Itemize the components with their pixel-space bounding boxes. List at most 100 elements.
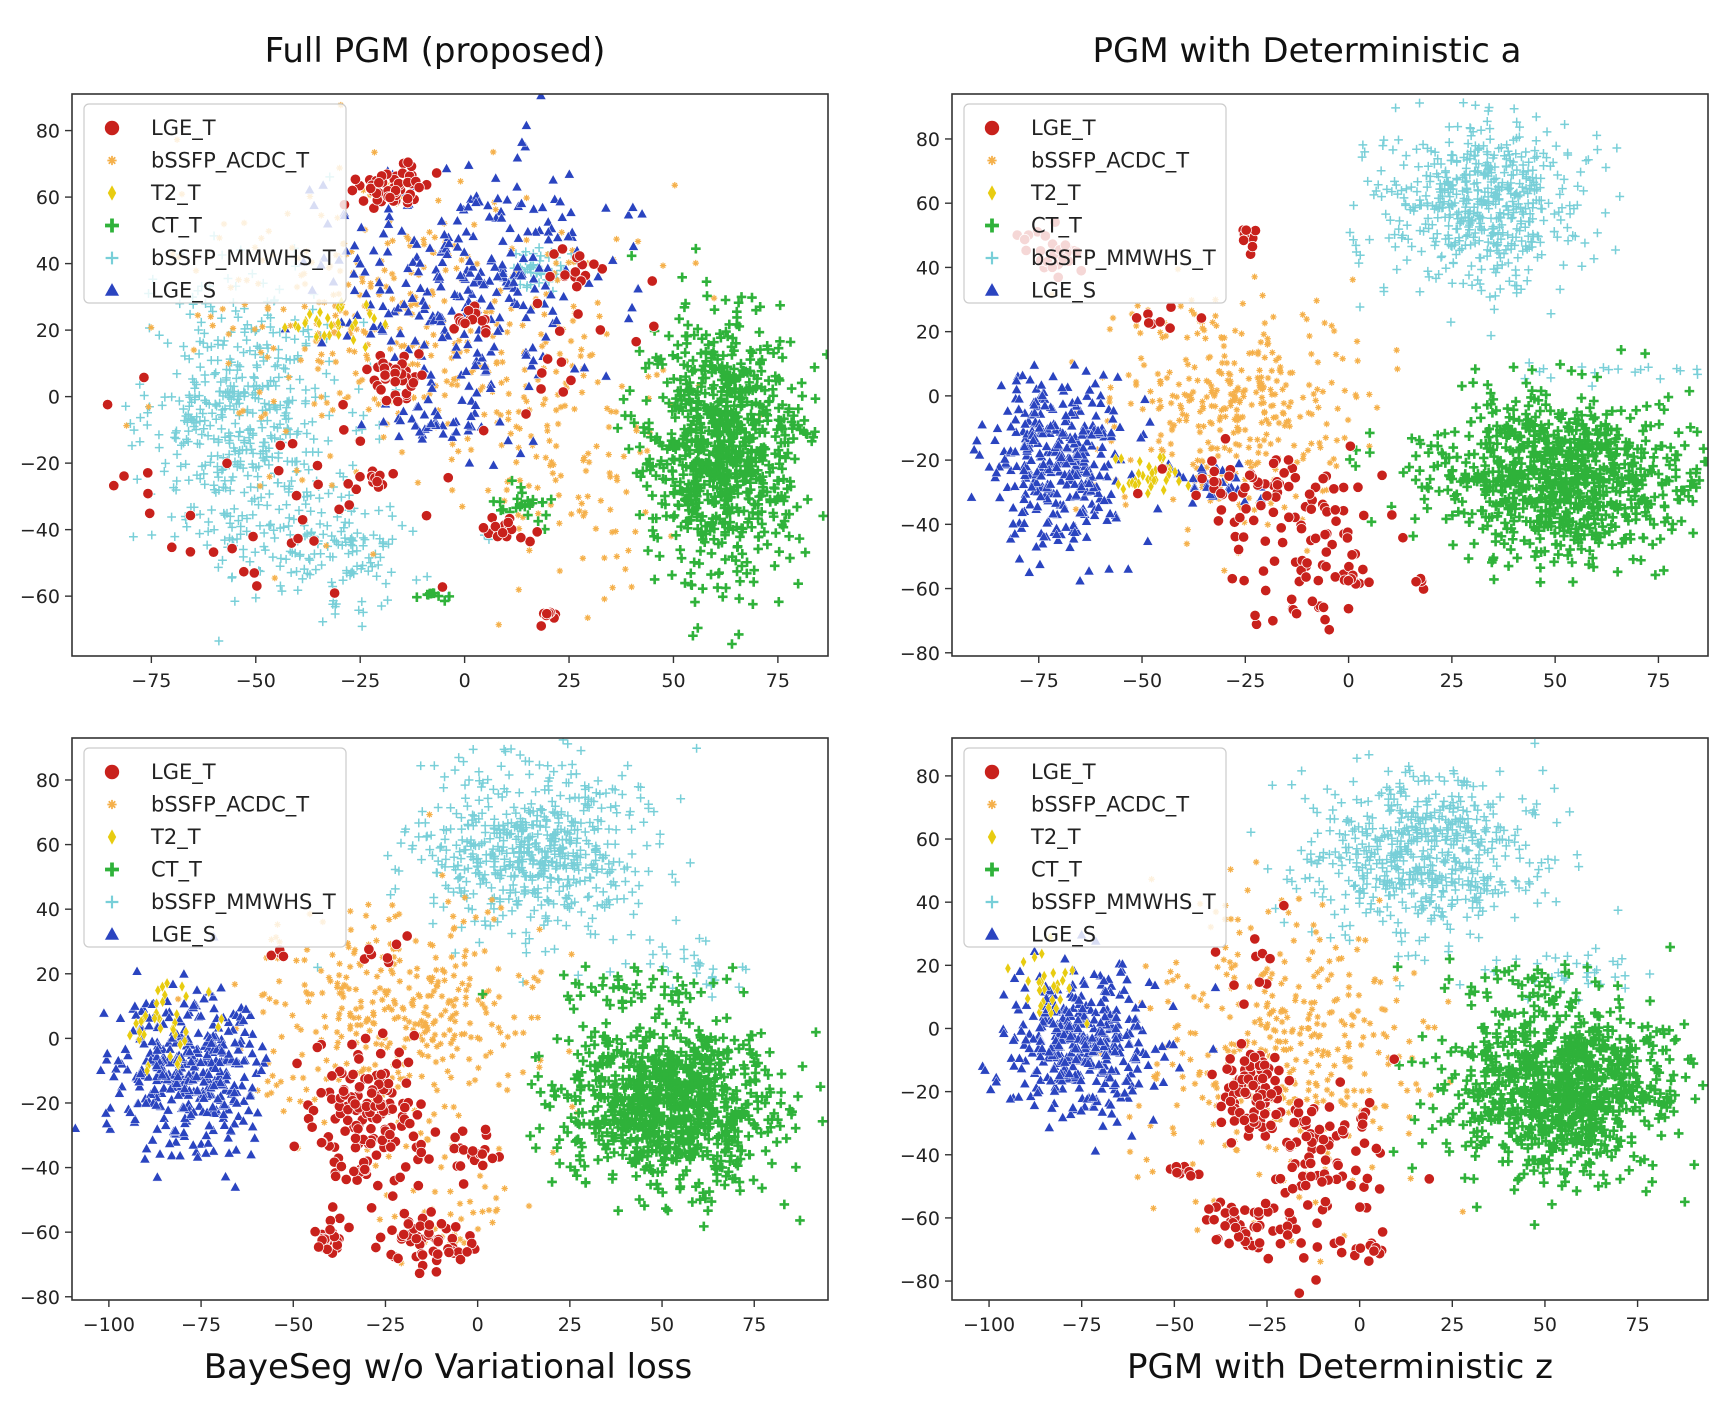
data-point [258, 414, 265, 421]
data-point [1693, 370, 1702, 379]
data-point [1415, 98, 1424, 108]
data-point [1189, 388, 1197, 396]
data-point [497, 527, 509, 539]
data-point [1013, 393, 1025, 404]
data-point [729, 345, 739, 356]
data-point [448, 381, 456, 388]
data-point [202, 540, 212, 550]
data-point [1462, 199, 1471, 208]
data-point [349, 173, 361, 185]
data-point [225, 401, 235, 411]
data-point [356, 291, 364, 299]
data-point [354, 605, 364, 615]
data-point [668, 374, 679, 384]
data-point [1633, 498, 1644, 509]
data-point [527, 251, 539, 262]
data-point [547, 462, 554, 469]
data-point [1255, 449, 1262, 457]
data-point [118, 470, 130, 482]
data-point [1613, 364, 1623, 374]
data-point [388, 270, 396, 278]
data-point [1447, 510, 1458, 521]
panel-title: BayeSeg w/o Variational loss [204, 1347, 693, 1387]
data-point [219, 305, 226, 313]
data-point [327, 577, 337, 587]
data-point [1464, 222, 1473, 232]
data-point [512, 232, 525, 243]
data-point [411, 238, 423, 249]
data-point [193, 439, 202, 448]
data-point [354, 384, 364, 394]
data-point [1187, 472, 1199, 483]
data-point [1539, 522, 1550, 533]
data-point [426, 382, 438, 393]
data-point [754, 327, 765, 337]
data-point [731, 555, 741, 566]
data-point [606, 469, 613, 477]
data-point [1591, 528, 1601, 538]
data-point [1423, 161, 1433, 171]
data-point [1267, 386, 1274, 393]
data-point [384, 240, 391, 247]
data-point [762, 539, 773, 550]
data-point [1312, 575, 1324, 587]
data-point [1482, 147, 1492, 157]
data-point [733, 629, 744, 640]
data-point [221, 483, 231, 493]
data-point [1412, 187, 1422, 197]
data-point [142, 467, 154, 479]
data-point [498, 504, 508, 515]
data-point [377, 300, 389, 311]
data-point [734, 593, 745, 604]
data-point [449, 288, 461, 299]
data-point [273, 478, 283, 488]
data-point [516, 477, 524, 484]
data-point [192, 380, 201, 389]
data-point [448, 354, 455, 362]
data-point [1069, 526, 1081, 537]
data-point [1216, 368, 1223, 375]
data-point [348, 547, 357, 557]
data-point [1196, 428, 1204, 436]
data-point [1265, 420, 1273, 427]
data-point [799, 415, 810, 426]
data-point [347, 567, 357, 577]
data-point [190, 346, 198, 354]
data-point [688, 630, 698, 641]
data-point [301, 396, 311, 406]
data-point [351, 309, 363, 320]
data-point [989, 434, 1001, 445]
data-point [662, 444, 673, 454]
data-point [432, 342, 439, 349]
data-point [1605, 438, 1616, 448]
data-point [517, 299, 529, 310]
data-point [537, 201, 549, 212]
data-point [1502, 201, 1512, 211]
data-point [1659, 502, 1670, 512]
data-point [389, 237, 396, 244]
data-point [1269, 402, 1277, 409]
data-point [607, 506, 614, 513]
data-point [1529, 426, 1540, 436]
data-point [1088, 458, 1100, 469]
data-point [1330, 327, 1338, 335]
data-point [421, 393, 428, 401]
data-point [703, 340, 714, 350]
legend-label: LGE_S [151, 279, 216, 304]
data-point [1450, 427, 1460, 437]
data-point [1034, 447, 1046, 458]
data-point [632, 283, 644, 293]
data-point [309, 434, 319, 444]
data-point [1299, 394, 1307, 401]
data-point [1425, 474, 1435, 484]
data-point [503, 486, 511, 494]
data-point [1490, 529, 1501, 539]
data-point [206, 302, 216, 312]
data-point [1269, 349, 1276, 356]
data-point [691, 491, 702, 501]
data-point [262, 340, 272, 350]
data-point [488, 308, 495, 315]
data-point [455, 201, 467, 212]
data-point [1226, 447, 1233, 454]
data-point [513, 423, 520, 430]
